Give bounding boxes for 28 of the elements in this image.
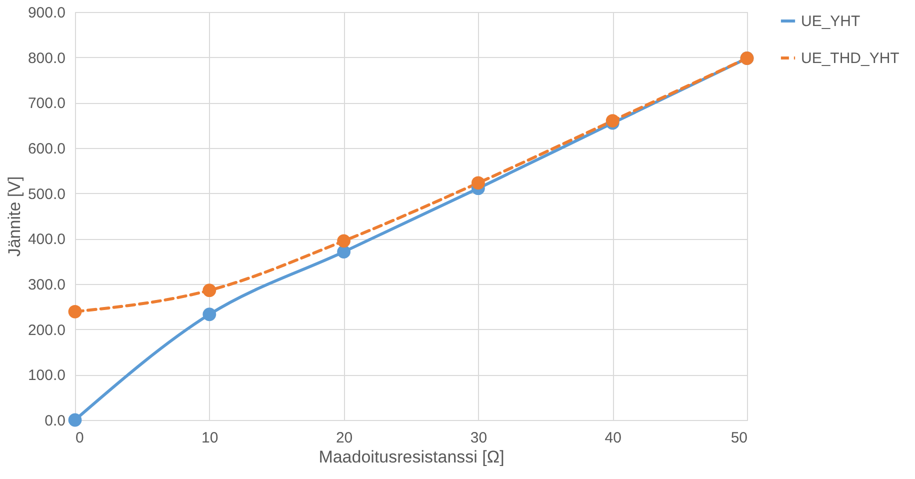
- y-tick-label: 800.0: [28, 50, 66, 67]
- y-tick-label: 300.0: [28, 276, 66, 294]
- point: [202, 284, 216, 298]
- y-tick-label: 500.0: [28, 186, 66, 203]
- legend-label: UE_YHT: [801, 13, 860, 30]
- x-tick-label: 30: [470, 430, 488, 446]
- point: [471, 176, 485, 190]
- y-tick-label: 900.0: [28, 4, 66, 22]
- point: [68, 413, 82, 427]
- y-tick-label: 100.0: [28, 367, 66, 384]
- x-tick-label: 50: [730, 430, 748, 446]
- y-tick-label: 600.0: [28, 140, 66, 158]
- point: [337, 234, 351, 248]
- y-tick-label: 200.0: [28, 322, 66, 339]
- x-tick-label: 40: [604, 430, 622, 446]
- x-tick-label: 10: [202, 430, 218, 446]
- y-tick-label: 0.0: [44, 412, 66, 430]
- legend-label: UE_THD_YHT: [801, 50, 900, 67]
- x-tick-label: 0: [76, 430, 84, 446]
- point: [337, 245, 351, 259]
- point: [68, 304, 82, 318]
- x-axis-title: Maadoitusresistanssi [Ω]: [318, 448, 504, 466]
- x-tick-label: 20: [336, 430, 353, 446]
- y-axis-title: Jännite [V]: [4, 176, 24, 257]
- y-tick-label: 400.0: [28, 231, 66, 248]
- y-tick-label: 700.0: [28, 95, 66, 112]
- point: [606, 114, 620, 128]
- point: [202, 308, 216, 322]
